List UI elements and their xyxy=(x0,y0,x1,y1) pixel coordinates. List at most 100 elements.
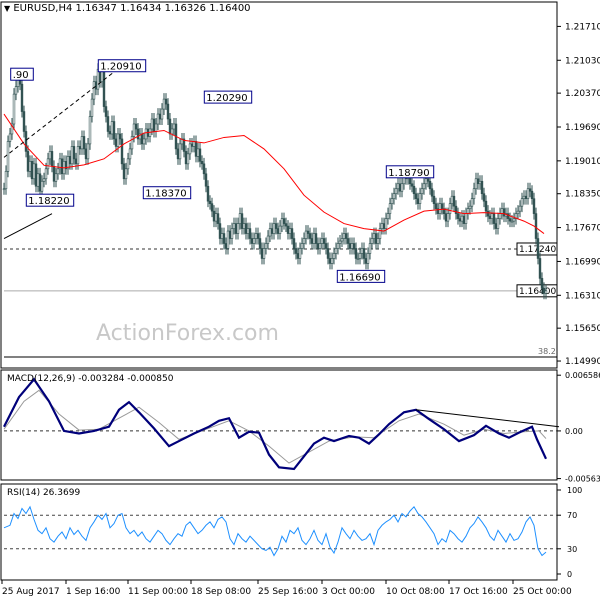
price-bar xyxy=(228,230,232,239)
price-bar xyxy=(490,213,494,219)
price-bar xyxy=(132,123,136,137)
price-bar xyxy=(344,233,348,239)
time-tick-label: 25 Oct 00:00 xyxy=(513,587,572,597)
price-bar xyxy=(348,243,352,249)
price-bar xyxy=(390,198,394,204)
price-bar xyxy=(102,68,106,107)
price-bar xyxy=(230,228,234,239)
price-bar xyxy=(326,248,330,259)
price-bar xyxy=(522,195,526,199)
price-bar xyxy=(70,146,74,165)
price-bar xyxy=(92,81,96,100)
price-bar xyxy=(450,195,454,204)
price-bar xyxy=(50,151,54,167)
price-bar xyxy=(350,243,354,249)
price-bar xyxy=(524,195,528,199)
price-bar xyxy=(356,258,360,260)
price-bar xyxy=(210,203,214,212)
price-bar xyxy=(536,238,540,259)
price-bar xyxy=(396,183,400,190)
price-bar xyxy=(82,136,86,150)
price-bar xyxy=(318,243,322,249)
rsi-line xyxy=(3,505,547,557)
price-tick-label: 1.16990 xyxy=(565,257,600,267)
price-bar xyxy=(400,183,404,192)
price-bar xyxy=(486,210,490,217)
header-low: 1.16326 xyxy=(164,3,206,14)
price-bar xyxy=(72,146,76,160)
price-bar xyxy=(478,180,482,185)
price-bar xyxy=(60,158,64,175)
price-trendline-1 xyxy=(3,213,53,239)
price-bar xyxy=(282,218,286,224)
price-bar xyxy=(128,148,132,160)
price-bar xyxy=(10,123,14,135)
price-bar xyxy=(52,166,56,182)
price-bar xyxy=(222,233,226,244)
price-bar xyxy=(488,215,492,219)
price-bar xyxy=(162,98,166,110)
price-bar xyxy=(42,178,46,182)
price-bar xyxy=(278,225,282,234)
price-bar xyxy=(286,225,290,234)
price-bar xyxy=(502,208,506,217)
price-bar xyxy=(466,208,470,214)
time-tick-label: 25 Sep 16:00 xyxy=(258,587,318,597)
price-callout-box xyxy=(336,269,386,283)
time-tick-label: 1 Sep 16:00 xyxy=(66,587,121,597)
price-bar xyxy=(260,248,264,259)
price-bar xyxy=(38,173,42,192)
price-bar xyxy=(198,148,202,162)
price-tick-label: 1.15650 xyxy=(565,324,600,334)
price-bar xyxy=(208,200,212,204)
price-bar xyxy=(56,168,60,175)
price-bar xyxy=(370,238,374,244)
price-callout-text: 1.20910 xyxy=(100,62,141,73)
macd-tick-label: 0.00 xyxy=(565,427,583,436)
price-callout-text: 1.18220 xyxy=(28,196,69,207)
price-bar xyxy=(508,218,512,222)
price-bar xyxy=(492,213,496,224)
price-tick-label: 1.19010 xyxy=(565,157,600,167)
price-bar xyxy=(494,223,498,229)
price-bar xyxy=(458,218,462,222)
macd-signal-line xyxy=(3,389,547,464)
price-tick-label: 1.18350 xyxy=(565,190,600,200)
price-bar xyxy=(372,233,376,239)
pane-frame-0 xyxy=(0,1,558,369)
price-bar xyxy=(438,203,442,214)
price-callout-box xyxy=(203,90,253,104)
price-bar xyxy=(44,168,48,180)
price-bar xyxy=(280,218,284,227)
price-bar xyxy=(262,248,266,259)
macd-label: MACD(12,26,9) -0.003284 -0.000850 xyxy=(7,374,174,384)
price-callout-box xyxy=(385,165,435,179)
price-bar xyxy=(120,138,124,165)
price-bar xyxy=(20,83,24,112)
price-bar xyxy=(394,188,398,195)
price-bar xyxy=(112,121,116,140)
price-bar xyxy=(216,213,220,224)
price-bar xyxy=(34,163,38,187)
price-bar xyxy=(308,233,312,239)
watermark: ActionForex.com xyxy=(96,321,279,346)
price-bar xyxy=(22,111,26,132)
price-bar xyxy=(332,253,336,259)
price-bar xyxy=(218,223,222,239)
price-bar xyxy=(364,258,368,264)
price-bar xyxy=(164,98,168,105)
price-callout-box xyxy=(142,186,192,200)
price-bar xyxy=(540,278,544,289)
price-bar xyxy=(94,81,98,90)
price-bar xyxy=(258,238,262,249)
price-bar xyxy=(238,213,242,224)
rsi-tick-label: 0 xyxy=(567,570,572,579)
price-bar xyxy=(392,193,396,199)
price-bar xyxy=(108,131,112,135)
price-bar xyxy=(182,138,186,152)
price-bar xyxy=(46,158,50,170)
price-bar xyxy=(448,203,452,214)
price-bar xyxy=(68,156,72,165)
price-bar xyxy=(252,238,256,244)
